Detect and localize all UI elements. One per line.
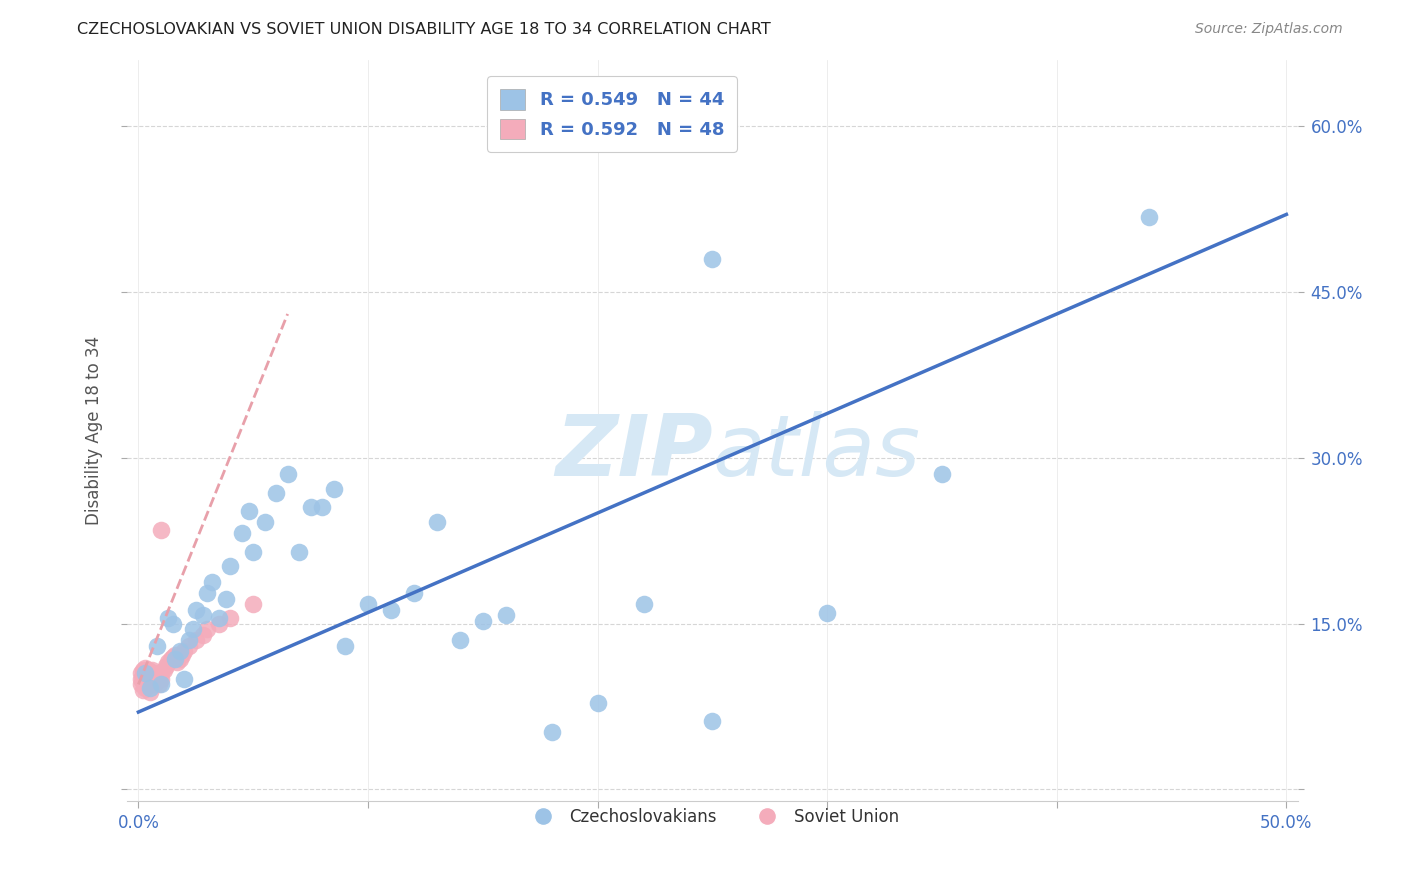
Point: [253, 515, 276, 529]
Point: [132, 674, 155, 689]
Point: [165, 652, 187, 666]
Point: [184, 603, 207, 617]
Point: [136, 663, 159, 677]
Point: [231, 525, 253, 540]
Point: [264, 486, 287, 500]
Point: [132, 682, 155, 697]
Point: [129, 672, 152, 686]
Point: [148, 677, 170, 691]
Point: [162, 616, 184, 631]
Point: [145, 674, 167, 689]
Point: [139, 677, 162, 691]
Point: [143, 672, 166, 686]
Point: [815, 606, 838, 620]
Point: [201, 574, 224, 589]
Point: [540, 725, 562, 739]
Point: [191, 607, 214, 622]
Point: [162, 649, 184, 664]
Point: [219, 611, 242, 625]
Point: [165, 648, 187, 662]
Point: [586, 696, 609, 710]
Point: [134, 666, 156, 681]
Point: [702, 252, 724, 266]
Point: [145, 639, 167, 653]
Point: [322, 482, 344, 496]
Legend: Czechoslovakians, Soviet Union: Czechoslovakians, Soviet Union: [519, 802, 905, 833]
Point: [166, 655, 188, 669]
Point: [931, 467, 953, 482]
Point: [184, 633, 207, 648]
Y-axis label: Disability Age 18 to 34: Disability Age 18 to 34: [86, 335, 103, 524]
Point: [157, 611, 180, 625]
Point: [136, 677, 159, 691]
Point: [134, 672, 156, 686]
Point: [159, 652, 181, 666]
Point: [702, 714, 724, 728]
Point: [208, 616, 231, 631]
Point: [242, 544, 264, 558]
Point: [380, 603, 402, 617]
Point: [134, 666, 156, 681]
Point: [129, 666, 152, 681]
Point: [141, 674, 163, 689]
Point: [150, 672, 173, 686]
Point: [134, 681, 156, 695]
Point: [169, 652, 191, 666]
Text: Source: ZipAtlas.com: Source: ZipAtlas.com: [1195, 22, 1343, 37]
Point: [219, 559, 242, 574]
Point: [155, 658, 177, 673]
Point: [471, 615, 494, 629]
Point: [208, 611, 231, 625]
Point: [132, 668, 155, 682]
Point: [195, 622, 218, 636]
Point: [139, 685, 162, 699]
Point: [195, 585, 218, 599]
Point: [495, 607, 517, 622]
Point: [449, 633, 471, 648]
Point: [357, 597, 380, 611]
Point: [191, 627, 214, 641]
Point: [242, 597, 264, 611]
Point: [157, 655, 180, 669]
Point: [173, 644, 195, 658]
Text: ZIP: ZIP: [555, 411, 713, 494]
Point: [214, 592, 236, 607]
Point: [169, 644, 191, 658]
Point: [134, 661, 156, 675]
Point: [150, 677, 173, 691]
Point: [143, 677, 166, 691]
Point: [129, 677, 152, 691]
Point: [143, 666, 166, 681]
Point: [277, 467, 299, 482]
Point: [139, 665, 162, 680]
Point: [238, 504, 260, 518]
Point: [299, 500, 322, 515]
Point: [141, 670, 163, 684]
Point: [150, 666, 173, 681]
Point: [311, 500, 333, 515]
Point: [177, 639, 200, 653]
Point: [173, 672, 195, 686]
Point: [136, 670, 159, 684]
Point: [1137, 210, 1160, 224]
Point: [183, 622, 205, 636]
Point: [333, 639, 356, 653]
Point: [141, 663, 163, 677]
Point: [139, 681, 162, 695]
Point: [177, 633, 200, 648]
Point: [633, 597, 655, 611]
Text: atlas: atlas: [713, 411, 921, 494]
Point: [145, 668, 167, 682]
Point: [150, 523, 173, 537]
Point: [139, 672, 162, 686]
Point: [132, 663, 155, 677]
Point: [170, 648, 193, 662]
Point: [152, 663, 174, 677]
Point: [148, 672, 170, 686]
Point: [426, 515, 449, 529]
Point: [288, 544, 311, 558]
Text: CZECHOSLOVAKIAN VS SOVIET UNION DISABILITY AGE 18 TO 34 CORRELATION CHART: CZECHOSLOVAKIAN VS SOVIET UNION DISABILI…: [77, 22, 770, 37]
Point: [402, 585, 425, 599]
